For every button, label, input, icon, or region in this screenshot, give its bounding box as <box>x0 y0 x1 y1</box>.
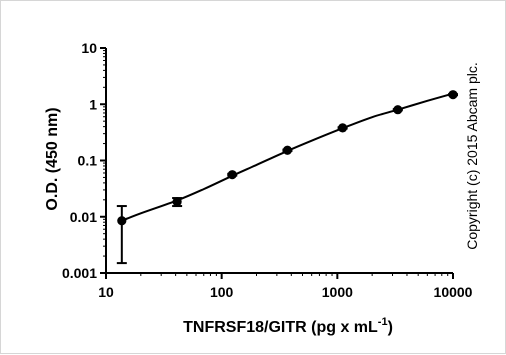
data-point <box>393 105 403 115</box>
x-axis-ticks: 10 100 1000 10000 <box>98 273 473 300</box>
x-axis-title-main: TNFRSF18/GITR (pg x mL <box>183 319 378 336</box>
data-point <box>117 216 127 226</box>
data-points <box>117 90 458 226</box>
y-axis-title: O.D. (450 nm) <box>44 107 61 210</box>
y-tick-label: 10 <box>81 40 97 56</box>
data-point <box>338 123 348 133</box>
fit-curve-line <box>121 92 454 222</box>
x-tick-label: 10 <box>98 284 114 300</box>
y-tick-label: 1 <box>89 96 97 112</box>
x-tick-label: 1000 <box>322 284 353 300</box>
data-point <box>227 170 237 180</box>
axes <box>105 48 453 274</box>
data-point <box>172 197 182 207</box>
data-point <box>282 145 293 155</box>
x-axis-title-superscript: -1 <box>378 316 388 328</box>
copyright-annotation: Copyright (c) 2015 Abcam plc. <box>464 62 480 250</box>
y-axis-ticks: 0.001 0.01 0.1 1 10 <box>62 40 106 281</box>
data-point <box>448 90 458 100</box>
y-tick-label: 0.01 <box>70 209 97 225</box>
x-axis-title: TNFRSF18/GITR (pg x mL-1) <box>183 316 393 336</box>
x-tick-label: 100 <box>210 284 234 300</box>
y-tick-label: 0.1 <box>78 153 98 169</box>
error-bars <box>116 93 458 265</box>
x-axis-title-suffix: ) <box>388 319 393 336</box>
y-tick-label: 0.001 <box>62 265 97 281</box>
x-tick-label: 10000 <box>434 284 473 300</box>
